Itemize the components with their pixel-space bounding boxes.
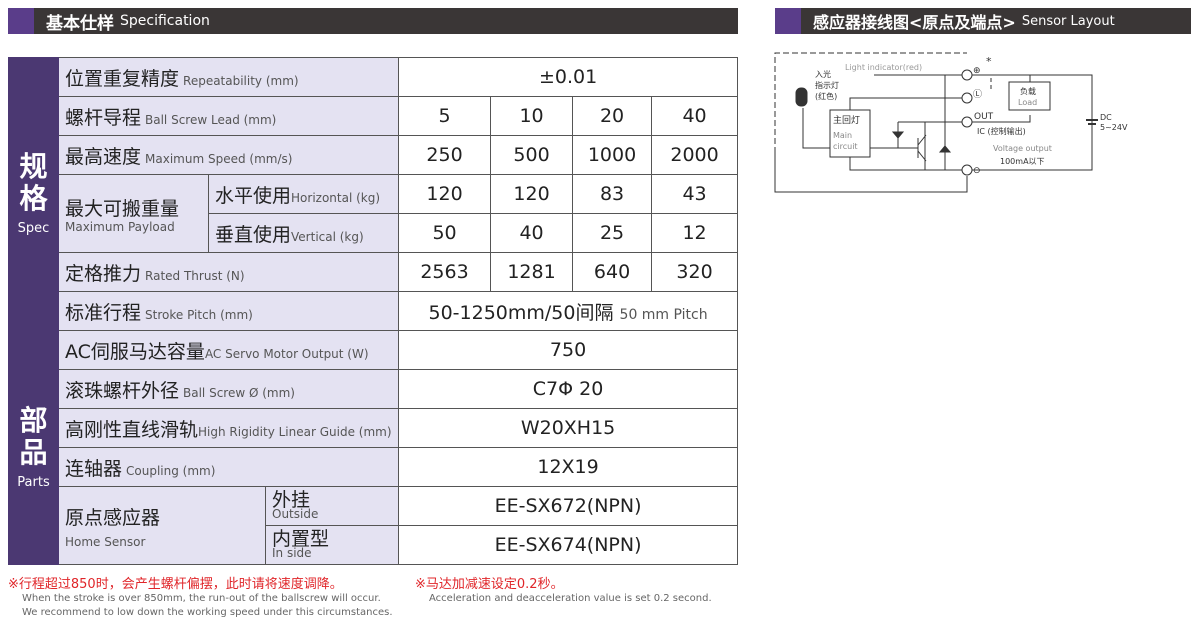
- payload-value: 40: [490, 213, 574, 253]
- vertical-label: 垂直使用Vertical (kg): [207, 213, 400, 253]
- outside-label: 外挂 Outside: [264, 486, 400, 526]
- payload-value: 43: [651, 174, 739, 214]
- load-label: Load: [1018, 98, 1037, 107]
- motor-label: AC伺服马达容量AC Servo Motor Output (W): [57, 330, 400, 370]
- parts-category: 部品 Parts: [8, 330, 59, 565]
- inside-label: 内置型 In side: [264, 525, 400, 565]
- sensor-title-zh: 感应器接线图<原点及端点>: [813, 13, 1016, 32]
- speed-label: 最高速度 Maximum Speed (mm/s): [57, 135, 400, 175]
- ballscrew-label: 滚珠螺杆外径 Ball Screw Ø (mm): [57, 369, 400, 409]
- thrust-value: 1281: [490, 252, 574, 292]
- horizontal-label: 水平使用Horizontal (kg): [207, 174, 400, 214]
- inside-value: EE-SX674(NPN): [398, 525, 739, 565]
- table-row: 连轴器 Coupling (mm) 12X19: [9, 447, 739, 487]
- sensor-title-en: Sensor Layout: [1021, 13, 1115, 29]
- table-row: 标准行程 Stroke Pitch (mm) 50-1250mm/50间隔 50 …: [9, 291, 739, 331]
- guide-value: W20XH15: [398, 408, 739, 448]
- table-row: 最大可搬重量 Maximum Payload 水平使用Horizontal (kg…: [9, 174, 739, 253]
- thrust-label: 定格推力 Rated Thrust (N): [57, 252, 400, 292]
- light-label: 指示灯: [815, 80, 839, 90]
- table-row: 定格推力 Rated Thrust (N) 2563 1281 640 320: [9, 252, 739, 292]
- main-circuit-label: 主回灯: [833, 114, 860, 126]
- main-circuit-label: Main: [833, 131, 852, 140]
- table-row: 原点感应器 Home Sensor 外挂 Outside EE-SX672(NPN): [9, 486, 739, 565]
- table-row: 部品 Parts AC伺服马达容量AC Servo Motor Output (W…: [8, 330, 739, 565]
- speed-value: 2000: [651, 135, 739, 175]
- payload-value: 83: [572, 174, 653, 214]
- svg-text:⊕: ⊕: [973, 66, 981, 76]
- guide-label: 高刚性直线滑轨High Rigidity Linear Guide (mm): [57, 408, 400, 448]
- coupling-label: 连轴器 Coupling (mm): [57, 447, 400, 487]
- svg-text:Ⓛ: Ⓛ: [973, 89, 982, 100]
- lead-value: 10: [490, 96, 574, 136]
- repeatability-label: 位置重复精度 Repeatability (mm): [57, 57, 400, 97]
- payload-value: 120: [490, 174, 574, 214]
- table-row: 最高速度 Maximum Speed (mm/s) 250 500 1000 20…: [9, 135, 739, 175]
- lead-value: 40: [651, 96, 739, 136]
- table-row: 垂直使用Vertical (kg) 50 40 25 12: [9, 213, 739, 253]
- payload-value: 120: [398, 174, 492, 214]
- spec-title-en: Specification: [120, 13, 210, 29]
- home-sensor-label: 原点感应器 Home Sensor: [58, 486, 266, 565]
- header-accent: [8, 8, 34, 34]
- payload-value: 12: [651, 213, 739, 253]
- table-row: 规格 Spec 位置重复精度 Repeatability (mm) ±0.01: [8, 57, 739, 331]
- ic-label: IC (控制输出): [977, 126, 1026, 136]
- thrust-value: 320: [651, 252, 739, 292]
- table-row: 滚珠螺杆外径 Ball Screw Ø (mm) C7Φ 20: [9, 369, 739, 409]
- coupling-value: 12X19: [398, 447, 739, 487]
- header-accent: [775, 8, 801, 34]
- note-accel: ※马达加减速设定0.2秒。 Acceleration and deacceler…: [415, 577, 712, 604]
- lead-label: 螺杆导程 Ball Screw Lead (mm): [57, 96, 400, 136]
- spec-title-zh: 基本仕样: [46, 13, 114, 34]
- speed-value: 1000: [572, 135, 653, 175]
- repeatability-value: ±0.01: [398, 57, 739, 97]
- ballscrew-value: C7Φ 20: [398, 369, 739, 409]
- payload-value: 50: [398, 213, 492, 253]
- thrust-value: 640: [572, 252, 653, 292]
- light-label: (红色): [815, 91, 837, 101]
- voltage-label: Voltage output: [993, 144, 1052, 153]
- spec-category: 规格 Spec: [8, 57, 59, 331]
- table-row: 螺杆导程 Ball Screw Lead (mm) 5 10 20 40: [9, 96, 739, 136]
- thrust-value: 2563: [398, 252, 492, 292]
- table-row: 高刚性直线滑轨High Rigidity Linear Guide (mm) W…: [9, 408, 739, 448]
- light-label: 入光: [815, 69, 831, 79]
- spec-header: 基本仕样 Specification: [8, 8, 738, 34]
- stroke-label: 标准行程 Stroke Pitch (mm): [57, 291, 400, 331]
- lead-value: 5: [398, 96, 492, 136]
- speed-value: 500: [490, 135, 574, 175]
- load-box: [1008, 81, 1051, 111]
- note-stroke: ※行程超过850时，会产生螺杆偏摆，此时请将速度调降。 When the str…: [8, 577, 393, 618]
- load-label: 负载: [1020, 86, 1036, 96]
- star-mark: *: [986, 55, 992, 68]
- out-label: OUT: [974, 112, 994, 122]
- payload-label: 最大可搬重量 Maximum Payload: [58, 174, 209, 253]
- light-indicator-label: Light indicator(red): [845, 63, 922, 72]
- current-label: 100mA以下: [1000, 157, 1045, 166]
- sensor-header: 感应器接线图<原点及端点> Sensor Layout: [775, 8, 1191, 34]
- table-row: 内置型 In side EE-SX674(NPN): [9, 525, 739, 565]
- outside-value: EE-SX672(NPN): [398, 486, 739, 526]
- dc-voltage-label: 5~24V: [1100, 123, 1128, 132]
- led-icon: [795, 87, 808, 107]
- sensor-wiring-diagram: Light indicator(red) 入光 指示灯 (红色) 主回灯 Mai…: [774, 52, 1128, 193]
- lead-value: 20: [572, 96, 653, 136]
- stroke-value: 50-1250mm/50间隔 50 mm Pitch: [398, 291, 739, 331]
- svg-text:⊖: ⊖: [973, 166, 981, 176]
- speed-value: 250: [398, 135, 492, 175]
- main-circuit-label: circuit: [833, 142, 858, 151]
- spec-table: 规格 Spec 位置重复精度 Repeatability (mm) ±0.01 螺杆…: [8, 57, 739, 565]
- payload-value: 25: [572, 213, 653, 253]
- motor-value: 750: [398, 330, 739, 370]
- dc-label: DC: [1100, 113, 1112, 122]
- sensor-boundary: [774, 52, 967, 153]
- sensor-boundary: [774, 153, 968, 193]
